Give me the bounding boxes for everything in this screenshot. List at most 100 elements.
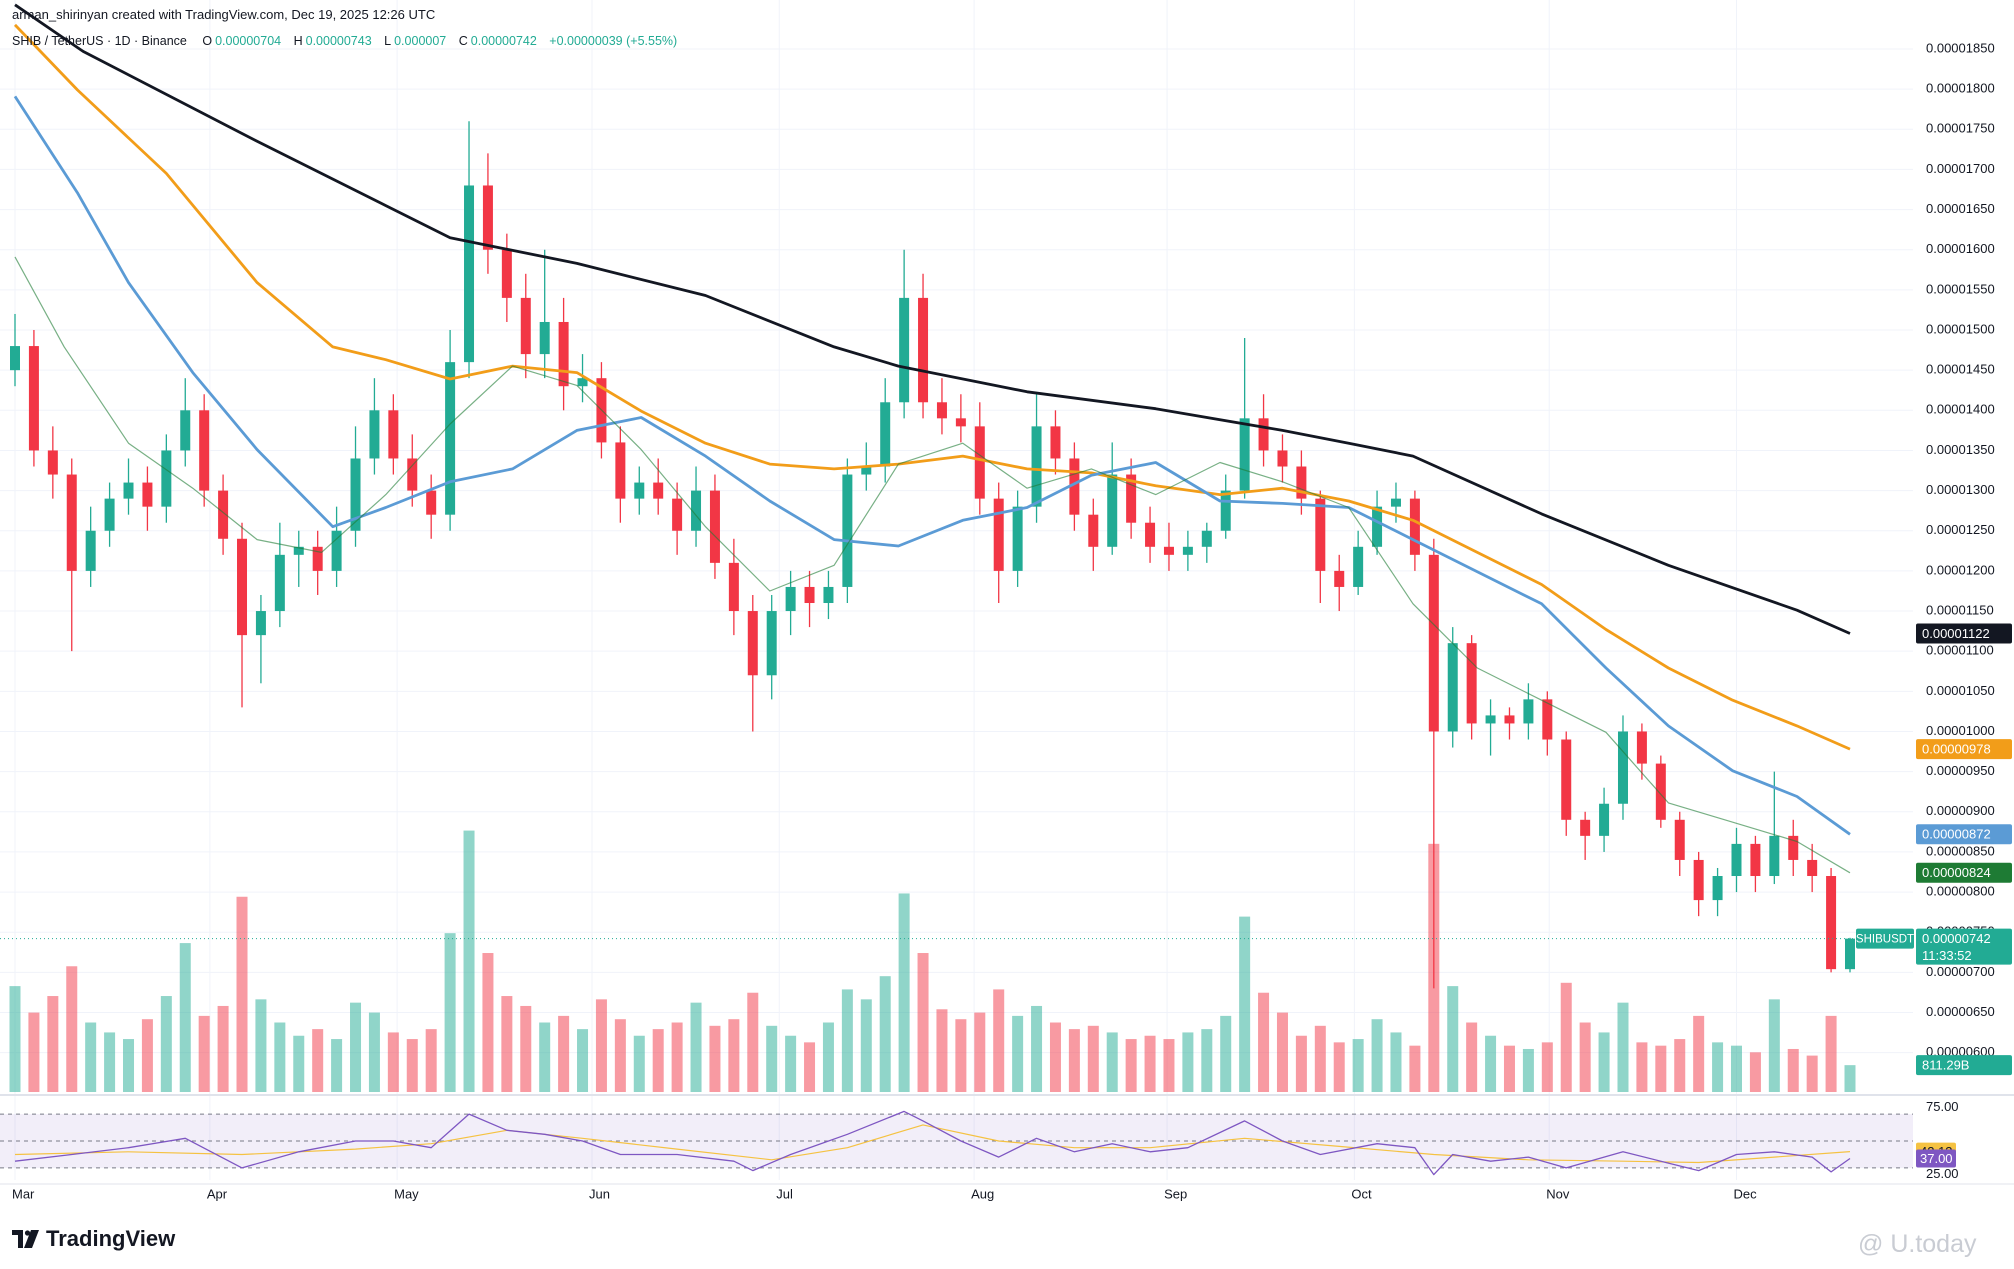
candle-body <box>199 410 210 491</box>
moving-average <box>13 23 1851 751</box>
volume-bar <box>1295 1035 1307 1092</box>
volume-bar <box>141 1019 153 1092</box>
rsi-tick-label: 75.00 <box>1926 1099 1959 1114</box>
y-tick-label: 0.00001800 <box>1926 81 1995 96</box>
candle-body <box>180 410 191 451</box>
candle-body <box>1788 835 1799 860</box>
candle-body <box>539 321 550 355</box>
candle-body <box>1807 859 1818 877</box>
ma-label-box <box>1916 739 2012 760</box>
x-tick-label: Aug <box>971 1186 994 1201</box>
y-tick-label: 0.00001600 <box>1926 241 1995 256</box>
y-tick-label: 0.00000800 <box>1926 884 1995 899</box>
volume-bar <box>425 1029 437 1092</box>
candle-body <box>747 611 758 676</box>
candle-body <box>1523 699 1534 724</box>
volume-bar <box>1144 1035 1156 1092</box>
volume-bar <box>293 1035 305 1092</box>
candle-body <box>218 490 229 539</box>
ma-label: 0.00001122 <box>1922 626 1990 641</box>
ma-label-box <box>1916 862 2012 883</box>
candle-body <box>558 321 569 387</box>
candle-body <box>804 586 815 604</box>
y-tick-label: 0.00001200 <box>1926 562 1995 577</box>
candle-body <box>1561 739 1572 820</box>
volume-bar <box>766 1025 778 1092</box>
candle-body <box>1428 554 1439 732</box>
candle-body <box>350 458 361 531</box>
volume-bar <box>350 1002 362 1092</box>
candle-body <box>1769 835 1780 877</box>
candle-body <box>293 546 304 555</box>
x-tick-label: May <box>394 1186 419 1201</box>
volume-bar <box>1163 1039 1175 1092</box>
candle-body <box>274 554 285 612</box>
volume-bar <box>1503 1045 1515 1092</box>
candle-body <box>785 586 796 612</box>
volume-bar <box>501 996 513 1092</box>
symbol-tag: SHIBUSDT <box>1856 934 1914 946</box>
volume-bar <box>1636 1042 1648 1092</box>
candle-body <box>823 586 834 604</box>
candle-body <box>766 611 777 676</box>
candle-body <box>142 482 153 507</box>
y-tick-label: 0.00001850 <box>1926 40 1995 55</box>
x-tick-label: Sep <box>1164 1186 1187 1201</box>
y-tick-label: 0.00001150 <box>1926 602 1994 617</box>
rsi-line <box>14 1110 1851 1176</box>
x-tick-label: Apr <box>207 1186 228 1201</box>
candle-body <box>445 362 456 515</box>
candle-body <box>1277 450 1288 467</box>
candle-body <box>28 346 39 451</box>
volume-bar <box>974 1012 986 1092</box>
candle-body <box>369 410 380 459</box>
candle-body <box>842 474 853 587</box>
volume-bar <box>368 1012 380 1092</box>
price-label: 0.00000742 <box>1922 931 1991 946</box>
volume-bar <box>198 1015 210 1092</box>
volume-bar <box>1125 1039 1137 1092</box>
volume-bar <box>1617 1002 1629 1092</box>
y-tick-label: 0.00001050 <box>1926 683 1995 698</box>
volume-bar <box>1012 1015 1024 1092</box>
volume-bar <box>898 893 910 1092</box>
ohlc-key: C <box>458 34 468 48</box>
rsi-label-box <box>1916 1149 1956 1168</box>
candle-body <box>1390 498 1401 507</box>
candle-body <box>1636 731 1647 764</box>
candle-body <box>482 185 493 250</box>
volume-bar <box>1352 1039 1364 1092</box>
volume-bar <box>9 986 21 1092</box>
volume-bar <box>1239 916 1251 1092</box>
volume-bar <box>633 1035 645 1092</box>
volume-bar <box>1371 1019 1383 1092</box>
candle-body <box>861 466 872 475</box>
candle-body <box>426 490 437 515</box>
volume-bar <box>463 830 475 1092</box>
y-tick-label: 0.00000900 <box>1926 803 1995 818</box>
volume-bar <box>66 966 78 1092</box>
candle-body <box>1201 530 1212 547</box>
volume-bar <box>936 1009 948 1092</box>
candle-body <box>936 402 947 419</box>
candle-body <box>1069 458 1080 515</box>
y-tick-label: 0.00001650 <box>1926 201 1995 216</box>
symbol-tag-box <box>1856 928 1914 949</box>
volume-bar <box>595 999 607 1092</box>
candle-body <box>615 442 626 499</box>
candle-body <box>653 482 664 499</box>
candle-body <box>1372 506 1383 547</box>
candle-body <box>1485 715 1496 724</box>
volume-bar <box>160 996 172 1092</box>
volume-bar <box>1106 1032 1118 1092</box>
candle-body <box>1466 643 1477 724</box>
volume-bar <box>1333 1042 1345 1092</box>
volume-bar <box>1655 1045 1667 1092</box>
candle-body <box>1012 506 1023 571</box>
candle-body <box>312 546 323 571</box>
candle-body <box>161 450 172 507</box>
watermark: @ U.today <box>1858 1230 1977 1258</box>
ma-label: 0.00000824 <box>1922 865 1991 880</box>
ma-label-box <box>1916 623 2012 644</box>
volume-bar <box>747 992 759 1092</box>
